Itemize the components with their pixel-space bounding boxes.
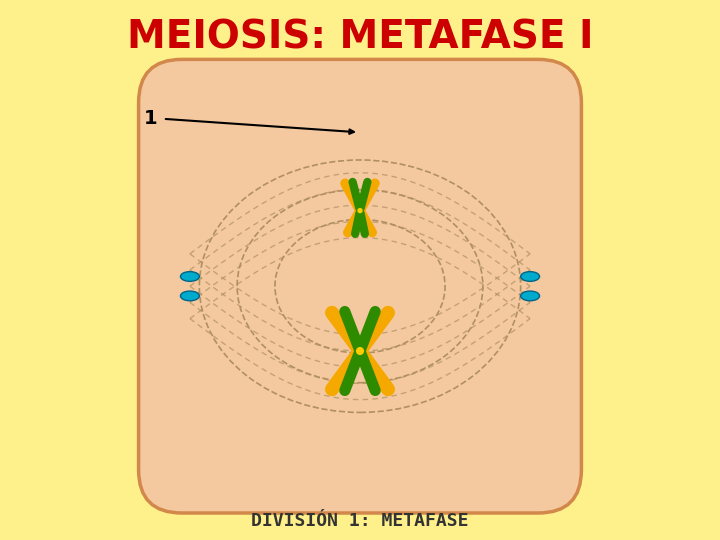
Ellipse shape (181, 272, 199, 281)
Ellipse shape (521, 291, 539, 301)
Ellipse shape (521, 272, 539, 281)
FancyBboxPatch shape (138, 59, 582, 513)
Ellipse shape (356, 347, 364, 355)
Text: MEIOSIS: METAFASE I: MEIOSIS: METAFASE I (127, 19, 593, 57)
Text: DIVISIÓN 1: METAFASE: DIVISIÓN 1: METAFASE (251, 512, 469, 530)
Ellipse shape (181, 291, 199, 301)
Text: 1: 1 (144, 109, 158, 129)
Ellipse shape (357, 208, 363, 213)
FancyBboxPatch shape (138, 59, 582, 513)
